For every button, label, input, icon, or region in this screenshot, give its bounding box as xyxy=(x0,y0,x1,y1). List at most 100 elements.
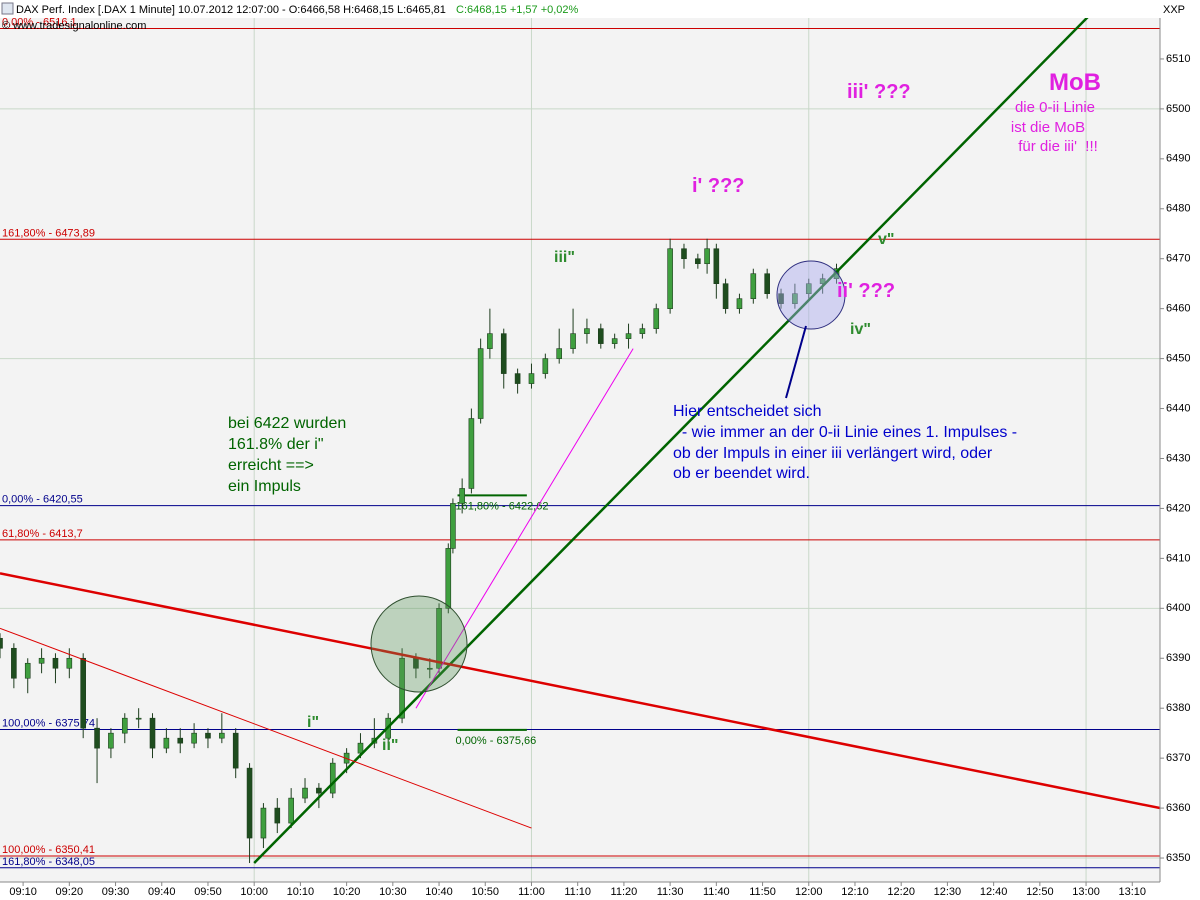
level-label: 161,80% - 6348,05 xyxy=(2,856,95,868)
y-tick-label: 6500 xyxy=(1166,103,1190,115)
annotation: ob der Impuls in einer iii verlängert wi… xyxy=(673,445,993,462)
candle-body xyxy=(542,358,549,374)
candle-body xyxy=(80,657,86,729)
candle-body xyxy=(149,717,156,749)
candle-body xyxy=(205,732,211,739)
candle-body xyxy=(528,373,535,384)
annotation: bei 6422 wurden xyxy=(228,415,346,432)
x-tick-label: 09:20 xyxy=(56,886,84,898)
y-tick-label: 6440 xyxy=(1166,402,1190,414)
x-tick-label: 10:20 xyxy=(333,886,361,898)
x-tick-label: 13:00 xyxy=(1072,886,1100,898)
chart-subtitle: C:6468,15 +1,57 +0,02% xyxy=(456,4,579,16)
y-tick-label: 6370 xyxy=(1166,752,1190,764)
x-tick-label: 12:20 xyxy=(887,886,915,898)
candle-body xyxy=(177,737,184,744)
candle-body xyxy=(667,248,673,309)
candle-body xyxy=(570,333,576,349)
candle-body xyxy=(191,732,197,744)
y-tick-label: 6480 xyxy=(1166,203,1190,215)
highlight-circle xyxy=(370,595,468,693)
y-tick-label: 6460 xyxy=(1166,303,1190,315)
candle-body xyxy=(436,608,442,669)
candle-body xyxy=(108,732,114,749)
trend-line xyxy=(0,572,1160,810)
candle-body xyxy=(329,762,336,794)
x-tick-label: 09:50 xyxy=(194,886,222,898)
candle-body xyxy=(681,248,687,260)
y-tick-label: 6420 xyxy=(1166,502,1190,514)
x-tick-label: 12:00 xyxy=(795,886,823,898)
x-tick-label: 11:40 xyxy=(703,886,730,898)
candle-body xyxy=(288,797,294,824)
level-label: 100,00% - 6375,74 xyxy=(2,717,95,729)
candle-body xyxy=(805,283,812,294)
candle-body xyxy=(778,293,784,304)
y-tick-label: 6350 xyxy=(1166,852,1190,864)
annotation: iv" xyxy=(850,321,871,338)
trend-line xyxy=(0,627,532,829)
annotation: ein Impuls xyxy=(228,478,301,495)
x-tick-label: 11:30 xyxy=(657,886,684,898)
y-tick-label: 6390 xyxy=(1166,652,1190,664)
annotation: i' ??? xyxy=(692,175,745,197)
annotation: iii' ??? xyxy=(847,81,911,103)
candle-body xyxy=(500,333,507,374)
level-label: 0,00% - 6420,55 xyxy=(2,494,83,506)
candle-body xyxy=(121,717,128,734)
candle-body xyxy=(722,283,729,309)
trend-line xyxy=(415,348,634,709)
candle-body xyxy=(695,258,701,265)
candle-body xyxy=(260,807,267,839)
candle-body xyxy=(653,308,660,329)
x-tick-label: 12:40 xyxy=(980,886,1008,898)
x-tick-label: 09:10 xyxy=(9,886,37,898)
candle-body xyxy=(487,333,493,349)
candle-body xyxy=(219,732,225,739)
annotation: für die iii' !!! xyxy=(1018,138,1098,155)
segment-label: 0,00% - 6375,66 xyxy=(456,735,537,747)
y-tick-label: 6470 xyxy=(1166,253,1190,265)
candle-body xyxy=(246,767,253,839)
candle-body xyxy=(584,328,590,334)
x-tick-label: 11:10 xyxy=(564,886,591,898)
x-tick-label: 09:40 xyxy=(148,886,176,898)
candle-body xyxy=(357,742,364,754)
candle-body xyxy=(704,248,710,265)
source: © www.tradesignalonline.com xyxy=(2,20,146,32)
symbol: XXP xyxy=(1163,4,1185,16)
annotation: - wie immer an der 0-ii Linie eines 1. I… xyxy=(673,424,1017,441)
y-tick-label: 6410 xyxy=(1166,552,1190,564)
x-tick-label: 10:50 xyxy=(471,886,499,898)
candle-body xyxy=(819,278,826,284)
x-tick-label: 11:00 xyxy=(518,886,545,898)
level-label: 0,00% - 6516,1 xyxy=(2,16,77,28)
icon xyxy=(1,2,14,15)
candle-body xyxy=(792,293,798,304)
x-tick-label: 10:10 xyxy=(287,886,315,898)
x-tick-label: 12:50 xyxy=(1026,886,1054,898)
candle-body xyxy=(736,298,743,309)
y-tick-label: 6430 xyxy=(1166,452,1190,464)
level-label: 161,80% - 6473,89 xyxy=(2,227,95,239)
candle-body xyxy=(750,273,757,299)
y-tick-label: 6490 xyxy=(1166,153,1190,165)
candle-body xyxy=(24,662,31,679)
x-tick-label: 12:10 xyxy=(841,886,869,898)
candle-body xyxy=(316,787,322,794)
annotation: ob er beendet wird. xyxy=(673,465,810,482)
candle-body xyxy=(639,328,646,334)
candle-body xyxy=(450,503,456,549)
annotation: v" xyxy=(878,231,894,248)
highlight-circle xyxy=(776,260,846,330)
candle-body xyxy=(0,637,3,649)
candle-body xyxy=(38,657,45,664)
candle-body xyxy=(445,548,452,609)
segment-label: 161,80% - 6422,62 xyxy=(456,500,549,512)
x-tick-label: 13:10 xyxy=(1119,886,1147,898)
x-tick-label: 10:00 xyxy=(240,886,268,898)
candle-body xyxy=(611,338,618,344)
annotation: MoB xyxy=(1049,69,1101,96)
candle-body xyxy=(66,657,73,669)
annotation: 161.8% der i" xyxy=(228,436,324,453)
